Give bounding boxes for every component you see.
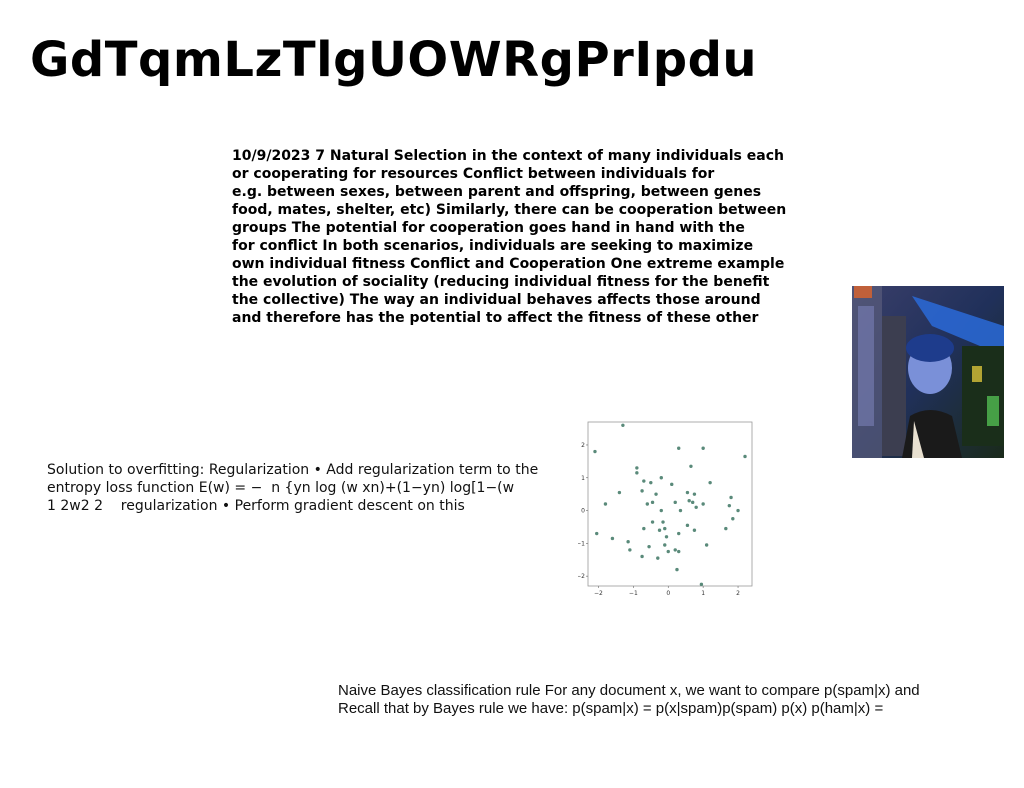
scatter-point	[701, 446, 705, 450]
regularization-text: Solution to overfitting: Regularization …	[47, 462, 539, 514]
scatter-point	[657, 528, 662, 532]
person-photo	[852, 286, 1004, 458]
scatter-point	[690, 500, 695, 505]
person-photo-image	[852, 286, 1004, 458]
scatter-point	[661, 520, 665, 524]
scatter-point	[701, 502, 705, 506]
scatter-point	[692, 528, 697, 532]
scatter-plot-svg: −2 −1 0 1 2 2 1 0 −1 −2	[576, 421, 753, 597]
scatter-point	[621, 423, 625, 427]
scatter-point	[731, 517, 735, 521]
x-tick-label: 1	[701, 590, 705, 597]
scatter-point	[677, 531, 681, 536]
scatter-point	[736, 508, 740, 513]
scatter-point	[603, 502, 608, 506]
scatter-point	[678, 508, 683, 513]
scatter-point	[677, 446, 681, 450]
slide-title: GdTqmLzTlgUOWRgPrIpdu	[30, 32, 758, 88]
scatter-point	[663, 543, 667, 547]
scatter-point	[628, 548, 632, 552]
scatter-point	[704, 543, 709, 547]
scatter-point	[640, 554, 644, 559]
scatter-point	[673, 500, 677, 505]
scatter-point	[626, 540, 630, 544]
scatter-point	[617, 490, 622, 495]
scatter-point	[708, 480, 712, 485]
x-tick-label: −1	[629, 590, 638, 597]
scatter-point	[673, 548, 677, 552]
scatter-point	[663, 526, 667, 531]
scatter-plot: −2 −1 0 1 2 2 1 0 −1 −2	[576, 416, 758, 602]
naive-bayes-text: Naive Bayes classification rule For any …	[338, 682, 920, 717]
scatter-point	[727, 503, 732, 508]
scatter-point	[642, 526, 646, 531]
scatter-point	[685, 490, 690, 495]
scatter-point	[656, 556, 660, 560]
scatter-point	[659, 508, 663, 513]
x-tick-label: 0	[666, 590, 670, 597]
scatter-point	[699, 582, 704, 587]
scatter-point	[664, 535, 669, 539]
y-tick-label: 2	[581, 442, 585, 449]
y-tick-label: −2	[578, 573, 585, 580]
scatter-point	[677, 549, 681, 554]
scatter-point	[659, 476, 663, 480]
scatter-point	[692, 492, 697, 496]
scatter-point	[685, 523, 690, 528]
scatter-point	[593, 449, 597, 454]
scatter-point	[635, 466, 639, 470]
scatter-point	[670, 482, 674, 487]
scatter-point	[687, 499, 691, 503]
natural-selection-text: 10/9/2023 7 Natural Selection in the con…	[232, 148, 787, 326]
scatter-point	[595, 531, 599, 536]
scatter-point	[724, 526, 728, 531]
scatter-point	[649, 480, 653, 485]
scatter-point	[642, 479, 646, 483]
scatter-point	[645, 502, 650, 506]
scatter-point	[675, 567, 679, 572]
scatter-point	[650, 520, 655, 524]
scatter-point	[743, 454, 747, 459]
scatter-point	[694, 505, 698, 509]
scatter-point	[650, 500, 655, 505]
scatter-point	[689, 464, 693, 468]
scatter-point	[647, 544, 651, 549]
y-tick-label: 1	[581, 475, 585, 482]
scatter-point	[640, 489, 644, 493]
y-tick-label: −1	[578, 540, 585, 547]
plot-frame	[587, 421, 753, 587]
scatter-point	[610, 536, 615, 541]
y-tick-label: 0	[581, 508, 585, 515]
scatter-point	[635, 471, 639, 475]
x-tick-label: 2	[736, 590, 740, 597]
scatter-point	[729, 495, 733, 500]
scatter-point	[666, 549, 670, 554]
scatter-point	[654, 492, 658, 496]
x-tick-label: −2	[594, 590, 603, 597]
